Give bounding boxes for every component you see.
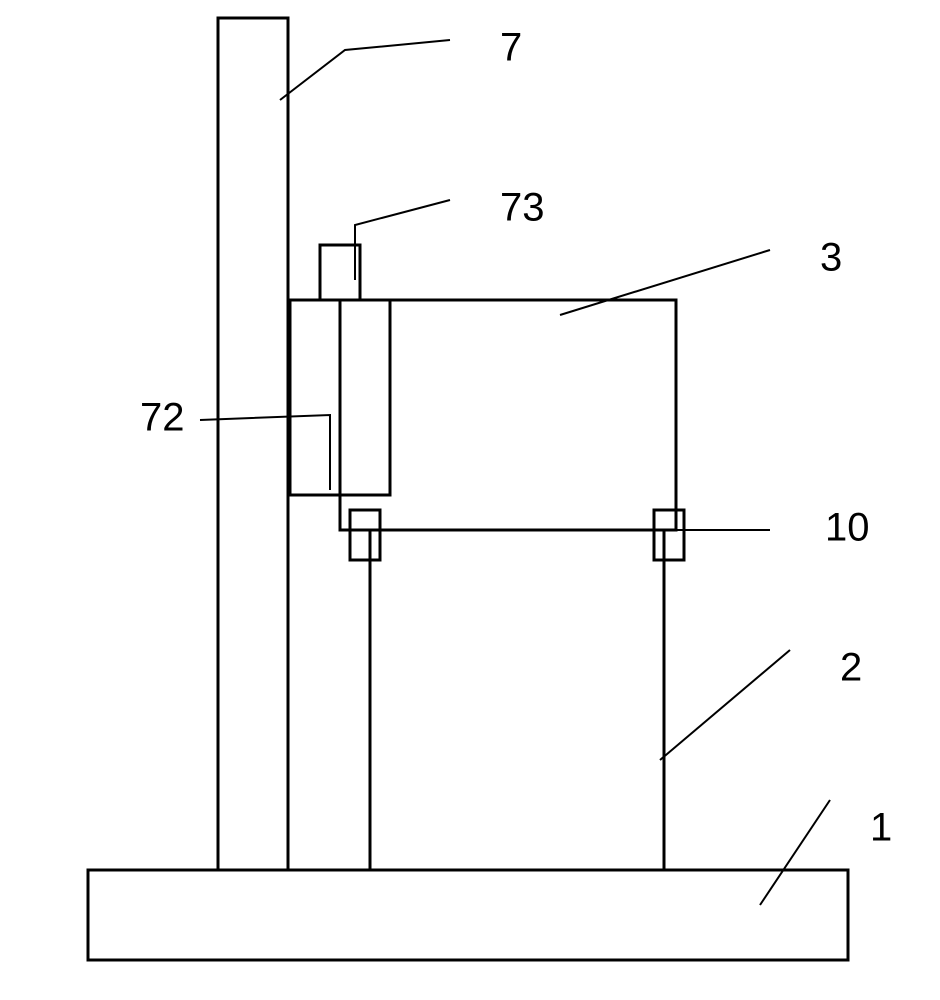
lower-body-leader <box>660 650 790 760</box>
left-tab <box>350 510 380 560</box>
tall-column <box>218 18 288 870</box>
base-label: 1 <box>870 806 892 850</box>
small-top-block-leader <box>355 200 450 280</box>
right-tab <box>654 510 684 560</box>
lower-body-label: 2 <box>840 646 862 690</box>
upper-body-left-block-label: 72 <box>140 396 185 440</box>
right-tab-label: 10 <box>825 506 870 550</box>
base <box>88 870 848 960</box>
base-leader <box>760 800 830 905</box>
small-top-block-label: 73 <box>500 186 545 230</box>
tall-column-label: 7 <box>500 26 522 70</box>
lower-body <box>370 530 664 870</box>
upper-body-label: 3 <box>820 236 842 280</box>
tall-column-leader <box>280 40 450 100</box>
upper-body-leader <box>560 250 770 315</box>
